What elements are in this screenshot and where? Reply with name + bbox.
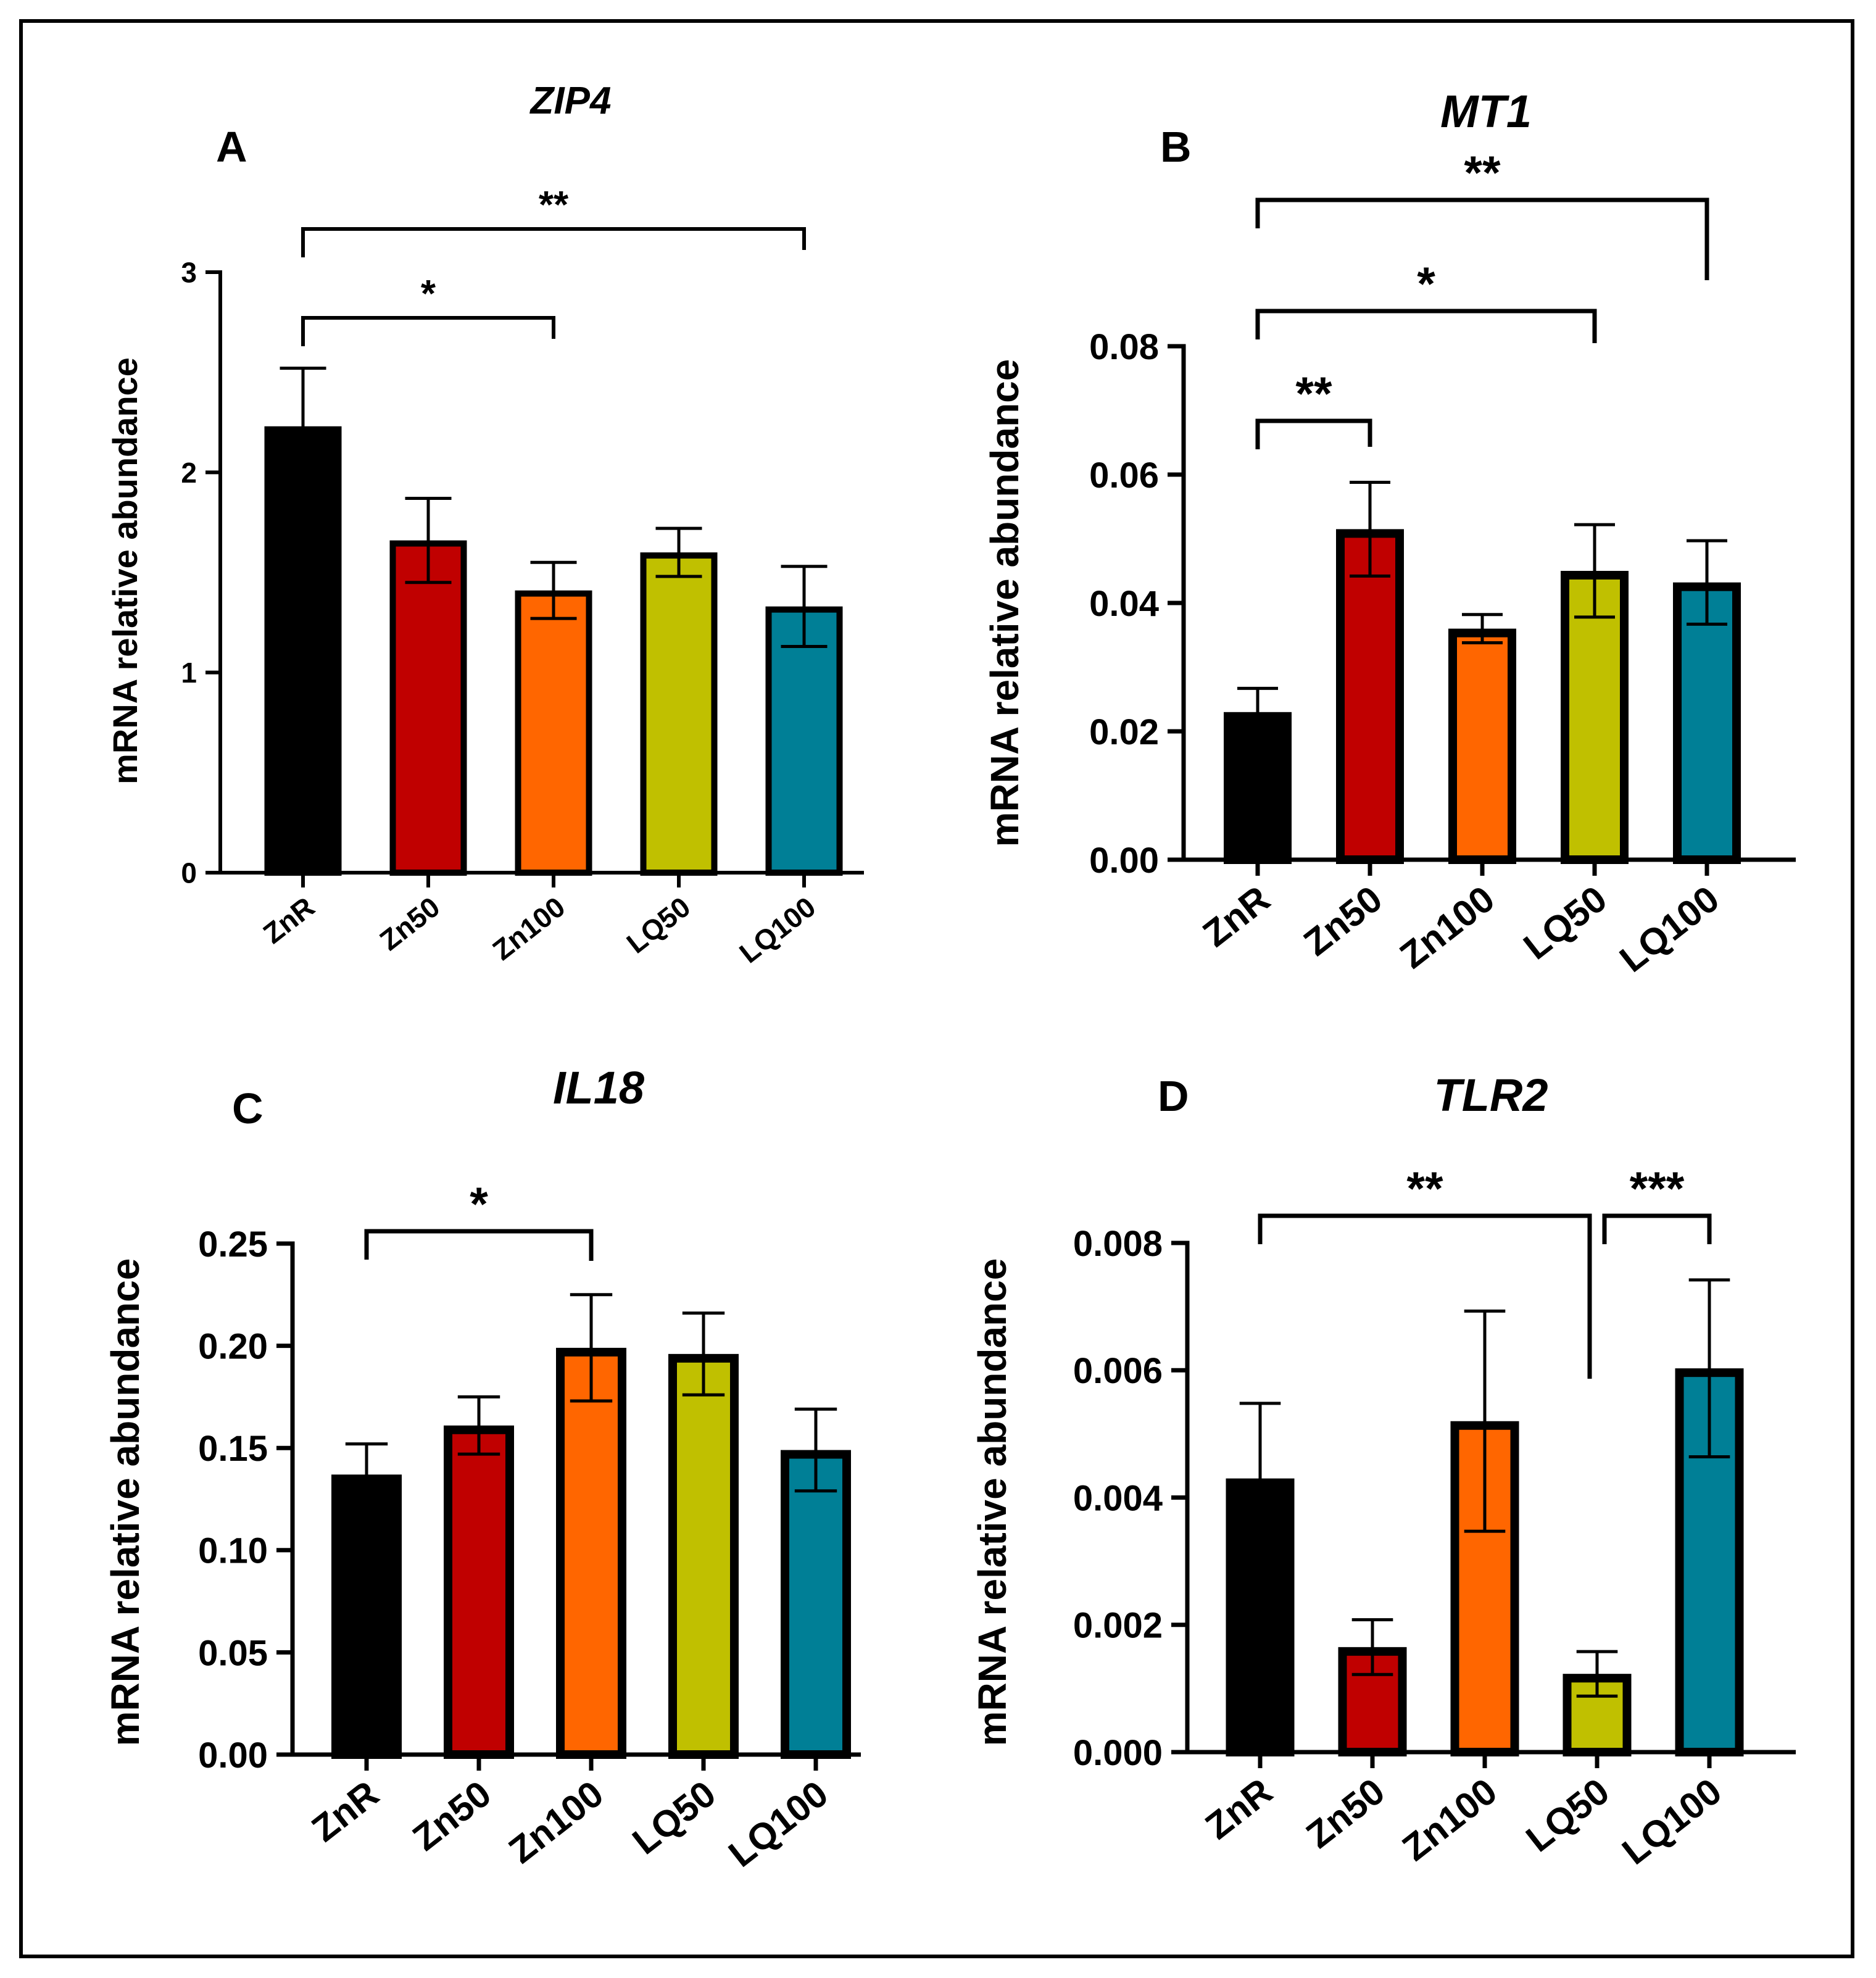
figure-border — [19, 19, 1854, 1958]
bar-zn100 — [556, 1347, 626, 1760]
y-axis-label: mRNA relative abundance — [106, 357, 144, 784]
y-tick-label: 1 — [181, 657, 197, 689]
y-tick-label: 0.004 — [1073, 1478, 1163, 1518]
y-tick-label: 0.04 — [1089, 584, 1159, 624]
bar-lq50 — [640, 552, 718, 876]
y-tick-label: 0.02 — [1089, 712, 1159, 752]
bar-zn100 — [1448, 628, 1516, 864]
chart-title: ZIP4 — [529, 80, 612, 122]
y-tick-label: 0.00 — [1089, 841, 1159, 881]
bar-znr — [1224, 712, 1292, 865]
significance-label: * — [421, 273, 436, 315]
bar-lq100 — [1673, 582, 1741, 864]
bar-zn50 — [1336, 529, 1404, 864]
significance-bracket — [1258, 1213, 1592, 1379]
panel-letter: C — [232, 1084, 264, 1132]
panel-c: C IL18 mRNA relative abundance 0.00 0.05 0.10… — [103, 1062, 861, 1875]
panel-letter: A — [216, 123, 247, 171]
significance-label: ** — [1406, 1163, 1443, 1215]
bar-lq50 — [668, 1353, 739, 1759]
significance-bracket — [1255, 309, 1597, 343]
y-tick-label: 0.002 — [1073, 1606, 1163, 1646]
significance-label: *** — [1630, 1163, 1685, 1215]
bar-znr — [331, 1474, 402, 1760]
y-tick-label: 3 — [181, 257, 197, 289]
significance-label: * — [470, 1178, 488, 1231]
y-axis-label: mRNA relative abundance — [103, 1258, 147, 1747]
panel-letter: B — [1160, 123, 1192, 171]
significance-bracket — [301, 316, 555, 346]
y-tick-label: 0.20 — [198, 1326, 268, 1366]
bar-znr — [264, 426, 342, 876]
significance-bracket — [1255, 197, 1709, 280]
y-tick-label: 2 — [181, 457, 197, 489]
y-tick-label: 0.05 — [198, 1633, 268, 1673]
y-tick-label: 0.15 — [198, 1429, 268, 1469]
bar-lq100 — [781, 1450, 851, 1759]
significance-label: ** — [539, 184, 569, 226]
significance-bracket — [1602, 1213, 1712, 1244]
y-tick-label: 0.08 — [1089, 327, 1159, 367]
bar-zn50 — [444, 1425, 514, 1760]
panel-d: D TLR2 mRNA relative abundance 0.000 0.002 0.… — [970, 1070, 1796, 1872]
significance-bracket — [364, 1229, 594, 1261]
chart-title: IL18 — [553, 1062, 645, 1113]
chart-title: TLR2 — [1434, 1070, 1548, 1121]
significance-label: ** — [1295, 368, 1332, 420]
y-tick-label: 0 — [181, 857, 197, 889]
y-tick-label: 0.006 — [1073, 1351, 1163, 1391]
significance-label: * — [1417, 258, 1435, 310]
y-tick-label: 0.06 — [1089, 455, 1159, 496]
significance-label: ** — [1464, 147, 1501, 199]
y-tick-label: 0.10 — [198, 1531, 268, 1571]
y-tick-label: 0.00 — [198, 1735, 268, 1776]
y-axis-label: mRNA relative abundance — [982, 359, 1027, 847]
panel-letter: D — [1158, 1072, 1189, 1120]
chart-title: MT1 — [1440, 86, 1532, 137]
significance-bracket — [301, 227, 806, 257]
bar-zn50 — [389, 540, 467, 876]
y-tick-label: 0.000 — [1073, 1733, 1163, 1773]
y-tick-label: 0.25 — [198, 1224, 268, 1265]
y-tick-label: 0.008 — [1073, 1224, 1163, 1264]
bar-lq100 — [765, 606, 843, 876]
bar-zn100 — [515, 590, 592, 876]
significance-bracket — [1255, 418, 1372, 449]
y-axis-label: mRNA relative abundance — [970, 1258, 1015, 1747]
